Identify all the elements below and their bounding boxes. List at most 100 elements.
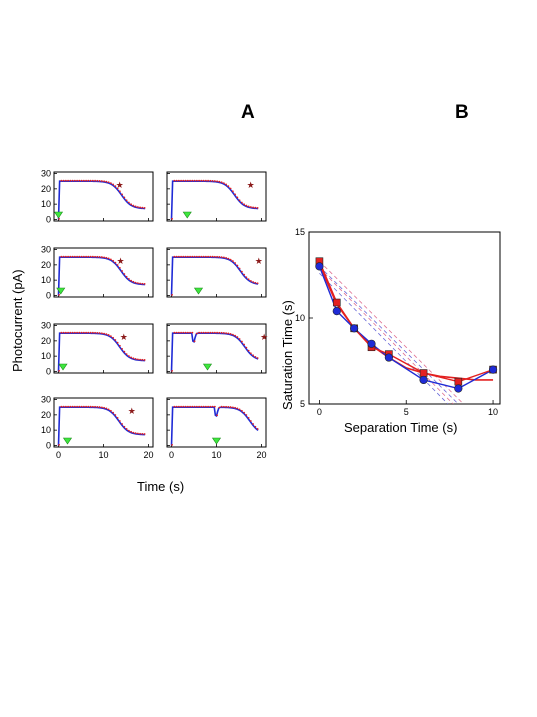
trace-red-point — [98, 256, 101, 258]
trace-red-point — [213, 331, 216, 334]
trace-red-point — [121, 347, 123, 350]
trace-red-point — [236, 407, 239, 410]
panel-a-xlabel: Time (s) — [137, 479, 184, 494]
trace-red-point — [186, 179, 189, 182]
trace-red-point — [198, 331, 201, 334]
trace-red-point — [184, 331, 187, 334]
trace-red-point — [238, 408, 241, 411]
x-tick-label: 20 — [143, 450, 153, 460]
trace-red-point — [60, 179, 63, 182]
trace-red-point — [177, 179, 180, 182]
trace-red-point — [243, 343, 246, 346]
trace-red-point — [123, 350, 126, 353]
y-tick-label: 15 — [295, 227, 305, 237]
y-tick-label: 30 — [41, 321, 51, 331]
trace-red-point — [171, 443, 174, 446]
trace-red-point — [252, 206, 255, 209]
trace-red-point — [238, 338, 241, 340]
trace-red-point — [76, 331, 78, 334]
trace-red-point — [69, 179, 72, 182]
trace-red-point — [100, 332, 103, 335]
trace-red-point — [175, 405, 178, 408]
trace-red-point — [143, 433, 146, 435]
trace-red-point — [254, 425, 257, 428]
trace-red-point — [103, 332, 105, 335]
trace-red-point — [216, 255, 219, 258]
panel-b-xlabel: Separation Time (s) — [344, 420, 457, 435]
trace-red-point — [96, 179, 99, 182]
star-marker: ★ — [260, 333, 268, 343]
trace-red-point — [141, 206, 144, 209]
trace-red-point — [139, 432, 142, 435]
trace-red-point — [69, 405, 72, 408]
trace-red-point — [231, 190, 234, 193]
trace-red-point — [209, 255, 212, 258]
trace-red-point — [191, 255, 194, 258]
trace-blue — [170, 332, 259, 372]
trace-red-point — [247, 205, 250, 208]
trace-red-point — [200, 255, 203, 258]
circle-marker — [350, 324, 359, 333]
trace-red-point — [231, 333, 234, 336]
trace-red-point — [71, 405, 74, 408]
subplot-frame — [53, 247, 154, 298]
panel-b-ylabel: Saturation Time (s) — [280, 300, 295, 410]
trace-red-point — [186, 405, 189, 408]
y-tick-label: 10 — [41, 199, 51, 209]
trace-red-point — [105, 180, 108, 183]
trace-red-point — [220, 405, 223, 408]
trace-red-point — [195, 179, 198, 182]
trace-red-point — [130, 356, 133, 359]
trace-red-point — [82, 179, 85, 182]
x-tick-label: 0 — [169, 450, 174, 460]
trace-red-point — [78, 179, 81, 182]
trace-red-point — [175, 255, 178, 258]
trace-red-point — [227, 332, 230, 335]
circle-marker — [384, 353, 393, 362]
trace-red-point — [85, 331, 87, 334]
trace-red-point — [141, 282, 144, 285]
trace-red-point — [85, 255, 87, 258]
panel-a: 0 10 20 30 ★ ★ 0 10 20 30 ★ ★ 0 10 20 30 ★ ★ 0 10 20 30 0 10 20 ★… — [41, 169, 268, 460]
trace-red-point — [173, 179, 176, 182]
trace-red-point — [182, 405, 185, 408]
trace-red-point — [193, 340, 196, 343]
trace-red-point — [94, 331, 96, 334]
trace-red-point — [62, 405, 65, 408]
trace-red-point — [91, 255, 94, 258]
trace-red-point — [98, 332, 101, 334]
trace-red-point — [229, 406, 232, 408]
trace-red-point — [245, 414, 248, 416]
trace-red-point — [82, 405, 85, 408]
circle-marker — [367, 339, 376, 348]
trace-red-point — [252, 354, 255, 357]
trace-red-point — [173, 331, 176, 334]
trace-red-point — [231, 260, 234, 262]
trace-red-point — [247, 416, 250, 419]
x-tick-label: 0 — [317, 407, 322, 417]
trace-red-point — [91, 331, 94, 334]
trace-red-point — [218, 180, 221, 183]
trace-red-point — [198, 405, 201, 408]
trace-red-point — [193, 405, 196, 408]
trace-red-point — [180, 405, 183, 408]
trace-red-point — [121, 193, 123, 196]
trace-red-point — [234, 334, 237, 337]
y-tick-label: 30 — [41, 395, 51, 405]
trace-red-point — [67, 331, 69, 334]
star-marker: ★ — [120, 333, 128, 343]
trace-red-point — [139, 282, 142, 285]
trace-red-point — [87, 179, 90, 182]
trace-red-point — [234, 406, 237, 409]
trace-red-point — [252, 423, 255, 425]
trace-red-point — [220, 331, 223, 334]
trace-red-point — [60, 255, 63, 258]
trace-red-point — [243, 203, 246, 206]
subplot-7: 0 10 20 30 0 10 20 ★ — [41, 395, 154, 460]
trace-red-point — [127, 201, 130, 204]
trace-red-point — [240, 201, 243, 204]
trace-red-point — [121, 423, 123, 425]
trace-red-point — [123, 196, 126, 199]
star-marker: ★ — [116, 181, 124, 191]
trace-red-point — [89, 405, 92, 408]
